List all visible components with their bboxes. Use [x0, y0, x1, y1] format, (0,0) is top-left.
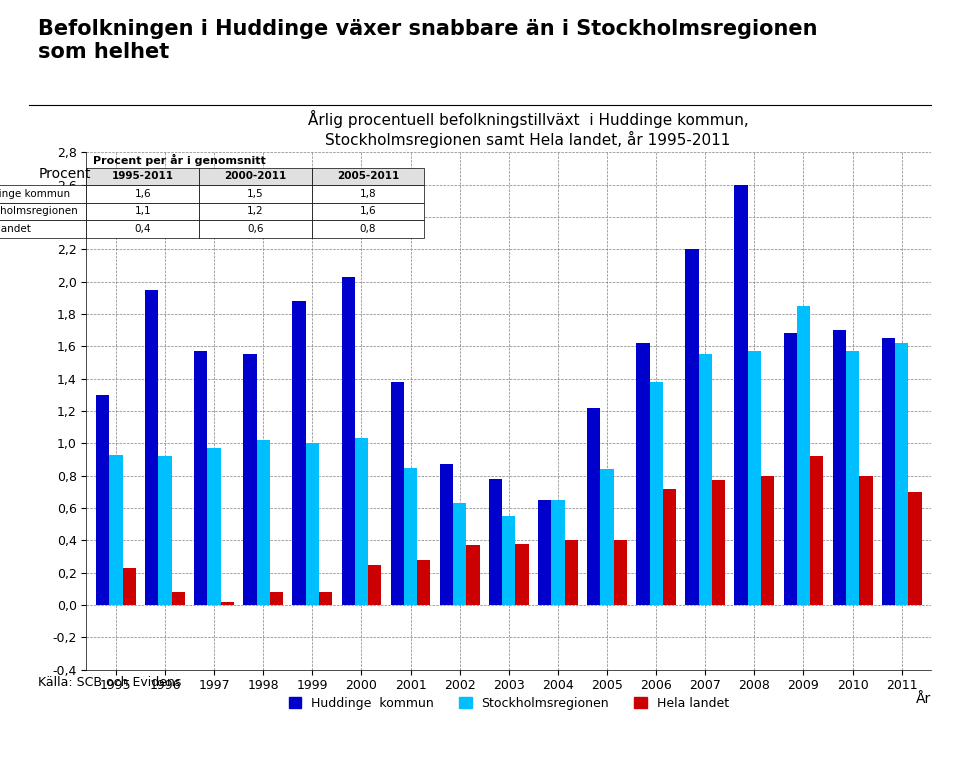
- Bar: [207, 448, 221, 605]
- Bar: [846, 351, 859, 605]
- Bar: [712, 480, 725, 605]
- Bar: [158, 456, 172, 605]
- Bar: [636, 343, 650, 605]
- Bar: [109, 454, 123, 605]
- Bar: [588, 408, 600, 605]
- Bar: [748, 351, 761, 605]
- Bar: [908, 492, 922, 605]
- Bar: [650, 382, 662, 605]
- Bar: [895, 343, 908, 605]
- Text: Årlig procentuell befolkningstillväxt  i Huddinge kommun,
Stockholmsregionen sam: Årlig procentuell befolkningstillväxt i …: [307, 110, 749, 148]
- Bar: [368, 565, 381, 605]
- Bar: [342, 277, 355, 605]
- Bar: [783, 333, 797, 605]
- Text: Källa: SCB och Evidens: Källa: SCB och Evidens: [38, 676, 181, 689]
- Bar: [243, 355, 256, 605]
- Bar: [256, 440, 270, 605]
- Text: År: År: [916, 693, 931, 706]
- Bar: [882, 338, 895, 605]
- Bar: [832, 330, 846, 605]
- Bar: [194, 351, 207, 605]
- Bar: [96, 395, 109, 605]
- Bar: [810, 456, 824, 605]
- Bar: [516, 543, 529, 605]
- Bar: [502, 516, 516, 605]
- Bar: [123, 568, 135, 605]
- Bar: [391, 382, 404, 605]
- Bar: [453, 503, 467, 605]
- Bar: [404, 467, 418, 605]
- Bar: [761, 476, 775, 605]
- Bar: [613, 540, 627, 605]
- Bar: [859, 476, 873, 605]
- Bar: [355, 438, 368, 605]
- Bar: [293, 301, 305, 605]
- Bar: [797, 306, 810, 605]
- Bar: [538, 500, 551, 605]
- Bar: [551, 500, 564, 605]
- Bar: [662, 489, 676, 605]
- Bar: [440, 464, 453, 605]
- Bar: [221, 602, 234, 605]
- Bar: [734, 185, 748, 605]
- Bar: [172, 592, 185, 605]
- Bar: [489, 479, 502, 605]
- Text: Befolkningen i Huddinge växer snabbare än i Stockholmsregionen
som helhet: Befolkningen i Huddinge växer snabbare ä…: [38, 19, 818, 62]
- Legend: Huddinge  kommun, Stockholmsregionen, Hela landet: Huddinge kommun, Stockholmsregionen, Hel…: [284, 693, 733, 715]
- Bar: [145, 290, 158, 605]
- Bar: [418, 560, 430, 605]
- Bar: [270, 592, 283, 605]
- Bar: [305, 443, 319, 605]
- Bar: [699, 355, 712, 605]
- Bar: [467, 545, 480, 605]
- Bar: [564, 540, 578, 605]
- Bar: [600, 469, 613, 605]
- Bar: [685, 249, 699, 605]
- Text: Procent: Procent: [38, 167, 91, 181]
- Bar: [319, 592, 332, 605]
